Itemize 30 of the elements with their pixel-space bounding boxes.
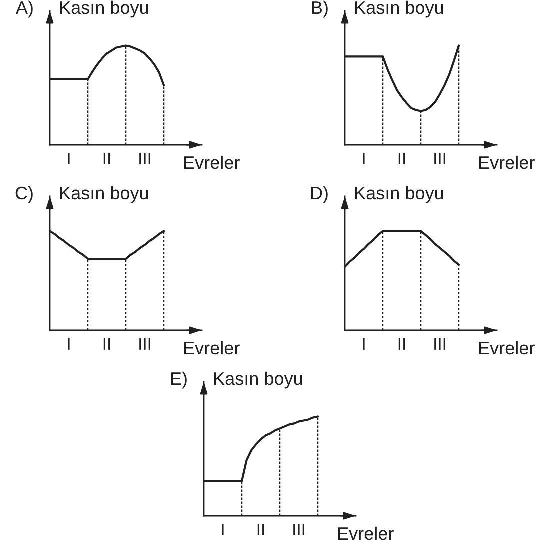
- chart-title: C): [16, 186, 33, 204]
- x-tick-label: II: [104, 338, 110, 350]
- x-tick-label: III: [140, 338, 150, 350]
- x-axis-title: Evreler: [184, 156, 240, 170]
- x-axis-title: Evreler: [338, 526, 394, 540]
- x-tick-label: I: [68, 338, 70, 350]
- x-tick-label: III: [140, 152, 150, 164]
- x-tick-label: II: [398, 152, 406, 164]
- x-tick-label: II: [398, 338, 406, 350]
- x-tick-label: III: [294, 524, 304, 536]
- y-axis-title: Kasın boyu: [60, 0, 148, 18]
- x-tick-label: III: [434, 152, 446, 164]
- chart-title: D): [311, 186, 328, 204]
- chart-title: B): [312, 0, 328, 18]
- y-axis-title: Kasın boyu: [355, 0, 444, 18]
- x-tick-label: I: [363, 152, 365, 164]
- x-tick-label: II: [258, 524, 264, 536]
- y-axis-title: Kasın boyu: [214, 372, 302, 389]
- x-axis-title: Evreler: [479, 156, 535, 170]
- x-axis-title: Evreler: [184, 341, 240, 355]
- x-axis-title: Evreler: [479, 341, 535, 355]
- x-tick-label: III: [434, 338, 446, 350]
- y-axis-title: Kasın boyu: [355, 186, 444, 204]
- chart-title: E): [171, 372, 187, 389]
- y-axis-title: Kasın boyu: [60, 186, 148, 204]
- x-tick-label: II: [104, 152, 110, 164]
- x-tick-label: I: [222, 524, 224, 536]
- chart-title: A): [16, 0, 33, 18]
- x-tick-label: I: [68, 152, 70, 164]
- x-tick-label: I: [363, 338, 365, 350]
